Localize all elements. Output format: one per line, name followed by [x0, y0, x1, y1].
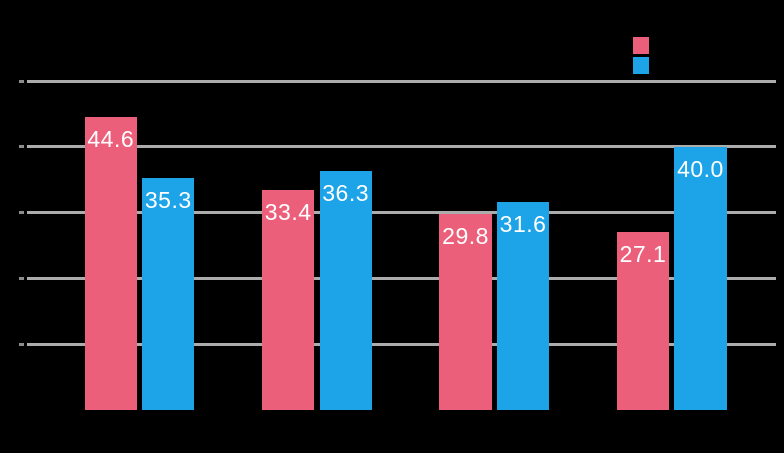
gridline-50: [27, 79, 776, 83]
bar-value-label: 40.0: [677, 155, 724, 182]
bar-value-label: 35.3: [144, 186, 192, 213]
axis-tick-30: [19, 211, 24, 215]
bar-series-blue-group4: 40.0: [674, 146, 727, 410]
bar-value-label: 31.6: [499, 211, 547, 238]
bar-series-pink-group3: 29.8: [439, 213, 492, 410]
bar-value-label: 27.1: [619, 240, 667, 267]
gridline-10: [27, 342, 776, 346]
bar-series-pink-group2: 33.4: [262, 190, 315, 410]
bar-series-blue-group2: 36.3: [319, 171, 372, 410]
legend: [633, 37, 649, 74]
axis-tick-10: [19, 342, 24, 346]
gridline-20: [27, 276, 776, 280]
legend-swatch-pink: [633, 37, 649, 54]
bar-value-label: 29.8: [442, 222, 489, 249]
axis-tick-50: [19, 79, 24, 83]
bar-value-label: 36.3: [322, 180, 370, 207]
gridline-30: [27, 211, 776, 215]
gridline-40: [27, 145, 776, 149]
legend-swatch-blue: [633, 57, 649, 74]
bar-series-blue-group1: 35.3: [142, 177, 195, 410]
bar-series-pink-group4: 27.1: [616, 231, 670, 410]
axis-tick-20: [19, 276, 24, 280]
bar-series-pink-group1: 44.6: [84, 116, 137, 410]
axis-tick-40: [19, 145, 24, 149]
bar-series-blue-group3: 31.6: [496, 202, 550, 410]
bar-value-label: 33.4: [264, 199, 312, 226]
bar-value-label: 44.6: [87, 125, 135, 152]
